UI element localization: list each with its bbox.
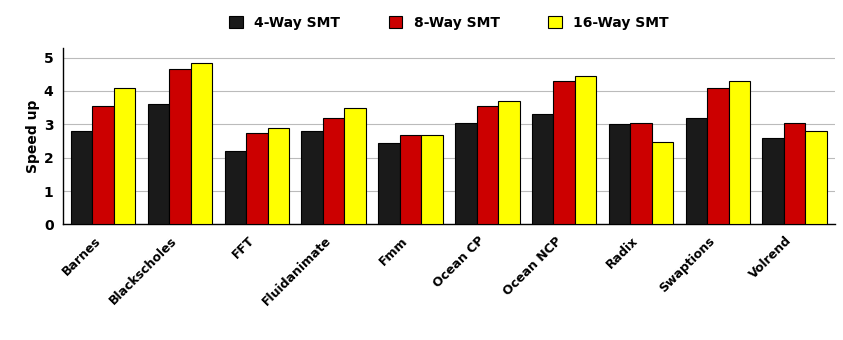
Bar <box>246 133 267 224</box>
Bar <box>532 114 553 224</box>
Bar <box>379 143 400 224</box>
Bar <box>169 69 191 224</box>
Bar <box>575 76 596 224</box>
Bar <box>191 63 212 224</box>
Bar <box>148 104 169 224</box>
Bar <box>302 131 323 224</box>
Bar <box>422 135 443 224</box>
Bar <box>553 81 575 224</box>
Bar <box>400 135 422 224</box>
Bar <box>707 88 728 224</box>
Bar <box>93 106 114 224</box>
Bar <box>631 123 652 224</box>
Bar <box>267 128 289 224</box>
Bar <box>71 131 93 224</box>
Bar <box>345 108 366 224</box>
Y-axis label: Speed up: Speed up <box>25 99 40 173</box>
Bar <box>455 123 476 224</box>
Bar <box>498 101 519 224</box>
Bar <box>728 81 750 224</box>
Bar <box>476 106 498 224</box>
Bar <box>114 88 136 224</box>
Bar <box>805 131 827 224</box>
Bar <box>762 138 784 224</box>
Bar <box>652 142 674 224</box>
Bar <box>224 151 246 224</box>
Bar <box>609 124 631 224</box>
Legend: 4-Way SMT, 8-Way SMT, 16-Way SMT: 4-Way SMT, 8-Way SMT, 16-Way SMT <box>229 16 668 30</box>
Bar <box>323 118 345 224</box>
Bar <box>784 123 805 224</box>
Bar <box>685 118 707 224</box>
